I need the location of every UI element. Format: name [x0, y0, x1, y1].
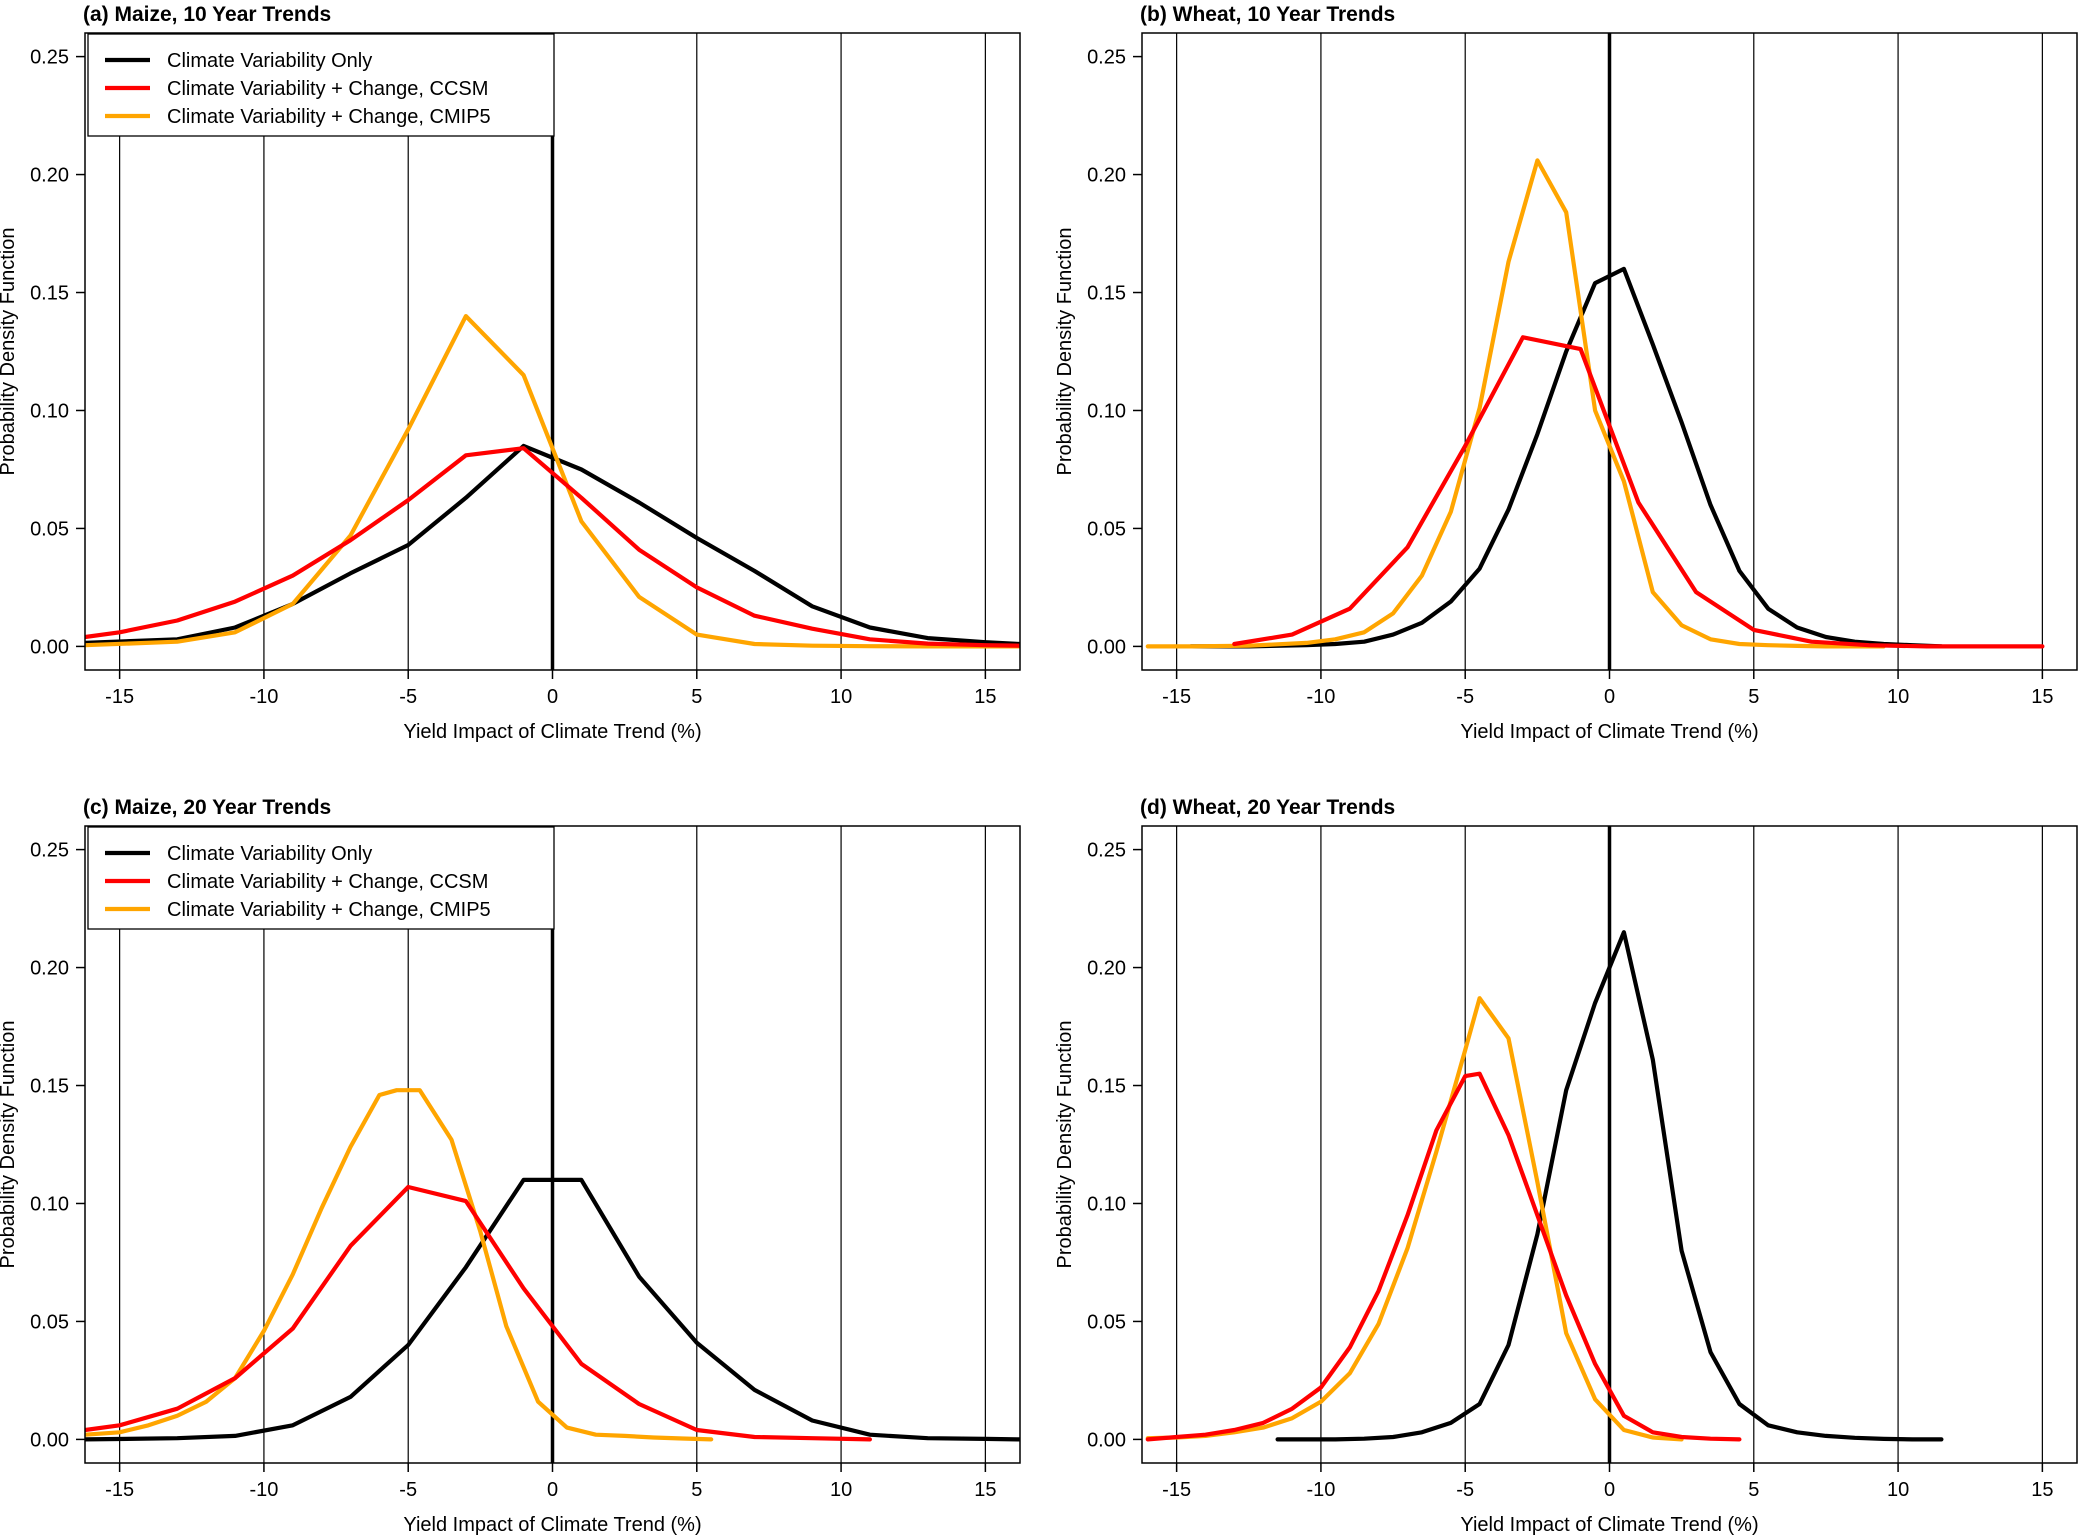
series-line-climate-variability-change-ccsm: [1232, 335, 2045, 649]
y-axis-label: Probability Density Function: [0, 228, 19, 476]
x-tick-label: -15: [1162, 1479, 1191, 1501]
y-tick-label: 0.10: [1087, 1193, 1126, 1215]
x-tick-label: 0: [547, 686, 558, 708]
series-line-climate-variability-change-cmip5: [1145, 158, 1886, 649]
y-tick-label: 0.20: [1087, 165, 1126, 187]
x-tick-label: 0: [1604, 686, 1615, 708]
y-tick-label: 0.15: [1087, 283, 1126, 305]
legend-box: [87, 33, 555, 137]
x-tick-label: 5: [1748, 686, 1759, 708]
panel-title: (a) Maize, 10 Year Trends: [83, 3, 331, 26]
x-tick-label: 15: [974, 1479, 996, 1501]
series-group: [1145, 158, 2045, 649]
series-group: [85, 314, 1020, 649]
x-tick-label: 5: [1748, 1479, 1759, 1501]
y-tick-label: 0.25: [1087, 47, 1126, 69]
legend-label: Climate Variability Only: [167, 50, 372, 72]
x-tick-label: 10: [1887, 686, 1909, 708]
x-tick-label: -10: [1306, 686, 1335, 708]
chart-panel-1: (a) Maize, 10 Year Trends -15 -10 -5 0 5 10 15 0…: [0, 3, 1021, 743]
panel-title: (c) Maize, 20 Year Trends: [83, 796, 331, 819]
y-tick-label: 0.00: [30, 1429, 69, 1451]
y-tick-label: 0.15: [30, 1076, 69, 1098]
y-tick-label: 0.00: [1087, 636, 1126, 658]
y-tick-label: 0.25: [30, 47, 69, 69]
x-tick-label: -15: [1162, 686, 1191, 708]
y-tick-label: 0.05: [30, 1311, 69, 1333]
x-tick-label: -5: [399, 686, 417, 708]
y-tick-label: 0.20: [30, 958, 69, 980]
x-tick-label: -15: [105, 686, 134, 708]
legend-label: Climate Variability Only: [167, 843, 372, 865]
x-tick-label: -5: [1456, 1479, 1474, 1501]
y-tick-label: 0.10: [1087, 400, 1126, 422]
y-tick-label: 0.25: [30, 840, 69, 862]
legend: Climate Variability Only Climate Variabil…: [87, 826, 555, 930]
y-tick-label: 0.15: [1087, 1076, 1126, 1098]
panel-title: (b) Wheat, 10 Year Trends: [1140, 3, 1395, 26]
y-axis-label: Probability Density Function: [0, 1021, 19, 1269]
y-tick-label: 0.25: [1087, 840, 1126, 862]
x-tick-label: -5: [1456, 686, 1474, 708]
legend-label: Climate Variability + Change, CMIP5: [167, 106, 491, 128]
y-tick-label: 0.20: [30, 165, 69, 187]
legend-label: Climate Variability + Change, CCSM: [167, 78, 488, 100]
series-line-climate-variability-only: [85, 1177, 1020, 1442]
legend: Climate Variability Only Climate Variabil…: [87, 33, 555, 137]
series-group: [1145, 930, 1944, 1442]
y-tick-label: 0.05: [30, 518, 69, 540]
x-tick-label: -10: [1306, 1479, 1335, 1501]
chart-panel-2: (b) Wheat, 10 Year Trends -15 -10 -5 0 5 10 15 0…: [1054, 3, 2078, 743]
series-line-climate-variability-change-ccsm: [85, 446, 1020, 648]
y-tick-label: 0.20: [1087, 958, 1126, 980]
x-tick-label: 10: [1887, 1479, 1909, 1501]
x-axis-label: Yield Impact of Climate Trend (%): [403, 1514, 701, 1536]
series-line-climate-variability-only: [1275, 930, 1944, 1442]
x-tick-label: 5: [691, 1479, 702, 1501]
series-group: [85, 1088, 1020, 1442]
y-tick-label: 0.05: [1087, 1311, 1126, 1333]
x-tick-label: -10: [249, 686, 278, 708]
x-tick-label: 15: [974, 686, 996, 708]
x-tick-label: 5: [691, 686, 702, 708]
x-axis-label: Yield Impact of Climate Trend (%): [1460, 1514, 1758, 1536]
series-line-climate-variability-change-cmip5: [1145, 996, 1684, 1442]
x-axis-label: Yield Impact of Climate Trend (%): [1460, 721, 1758, 743]
chart-panel-4: (d) Wheat, 20 Year Trends -15 -10 -5 0 5 10 15 0…: [1054, 796, 2078, 1536]
y-axis-label: Probability Density Function: [1054, 1021, 1076, 1269]
y-tick-label: 0.00: [30, 636, 69, 658]
y-tick-label: 0.15: [30, 283, 69, 305]
x-tick-label: -10: [249, 1479, 278, 1501]
x-tick-label: 15: [2031, 1479, 2053, 1501]
series-line-climate-variability-change-ccsm: [85, 1184, 873, 1442]
x-tick-label: 0: [547, 1479, 558, 1501]
series-line-climate-variability-change-ccsm: [1145, 1071, 1742, 1442]
x-tick-label: 10: [830, 1479, 852, 1501]
x-tick-label: 15: [2031, 686, 2053, 708]
series-line-climate-variability-change-cmip5: [85, 314, 1020, 649]
y-tick-label: 0.05: [1087, 518, 1126, 540]
y-tick-label: 0.00: [1087, 1429, 1126, 1451]
series-line-climate-variability-only: [1188, 266, 1944, 649]
x-tick-label: -15: [105, 1479, 134, 1501]
y-axis-label: Probability Density Function: [1054, 228, 1076, 476]
x-tick-label: 10: [830, 686, 852, 708]
chart-panel-3: (c) Maize, 20 Year Trends -15 -10 -5 0 5 10 15 0…: [0, 796, 1021, 1536]
legend-box: [87, 826, 555, 930]
x-tick-label: -5: [399, 1479, 417, 1501]
legend-label: Climate Variability + Change, CCSM: [167, 871, 488, 893]
y-tick-label: 0.10: [30, 1193, 69, 1215]
panel-title: (d) Wheat, 20 Year Trends: [1140, 796, 1395, 819]
y-tick-label: 0.10: [30, 400, 69, 422]
series-line-climate-variability-change-cmip5: [85, 1088, 714, 1442]
x-tick-label: 0: [1604, 1479, 1615, 1501]
x-axis-label: Yield Impact of Climate Trend (%): [403, 721, 701, 743]
legend-label: Climate Variability + Change, CMIP5: [167, 899, 491, 921]
